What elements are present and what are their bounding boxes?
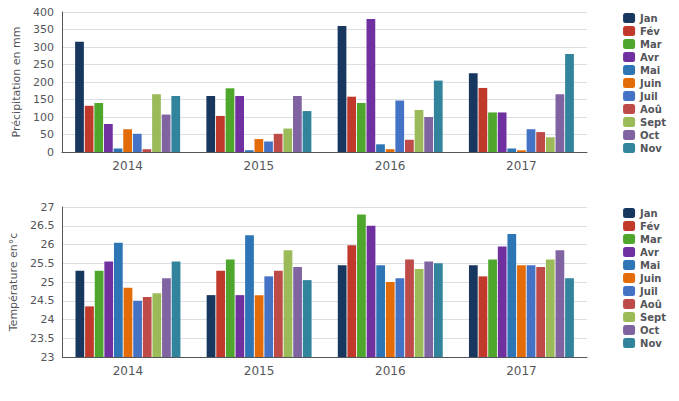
svg-text:2014: 2014 [112, 159, 143, 173]
svg-text:2017: 2017 [506, 364, 537, 378]
svg-text:200: 200 [33, 76, 54, 89]
svg-text:Mai: Mai [640, 65, 660, 76]
svg-text:Aoû: Aoû [640, 299, 662, 310]
svg-text:Mar: Mar [640, 39, 662, 50]
svg-text:300: 300 [33, 41, 54, 54]
svg-text:Nov: Nov [640, 338, 662, 349]
svg-text:Précipitation en mm: Précipitation en mm [10, 27, 23, 138]
svg-text:2016: 2016 [375, 364, 406, 378]
svg-text:24.5: 24.5 [30, 294, 55, 307]
svg-text:Fév: Fév [640, 221, 660, 232]
svg-text:2015: 2015 [244, 364, 275, 378]
svg-text:Oct: Oct [640, 325, 659, 336]
svg-text:Température en°c: Température en°c [7, 233, 20, 332]
svg-text:Mar: Mar [640, 234, 662, 245]
svg-text:Avr: Avr [640, 52, 659, 63]
svg-text:150: 150 [33, 93, 54, 106]
svg-text:24: 24 [40, 313, 54, 326]
svg-text:100: 100 [33, 111, 54, 124]
svg-text:Juin: Juin [639, 78, 661, 89]
svg-text:Juin: Juin [639, 273, 661, 284]
svg-text:Sept: Sept [640, 117, 666, 128]
svg-text:Nov: Nov [640, 143, 662, 154]
svg-text:400: 400 [33, 6, 54, 19]
svg-text:Fév: Fév [640, 26, 660, 37]
svg-text:23: 23 [40, 351, 54, 364]
svg-text:26: 26 [40, 238, 54, 251]
svg-text:25: 25 [40, 276, 54, 289]
svg-text:250: 250 [33, 58, 54, 71]
svg-text:Aoû: Aoû [640, 104, 662, 115]
svg-text:Jan: Jan [639, 208, 658, 219]
svg-text:2017: 2017 [506, 159, 537, 173]
svg-text:25.5: 25.5 [30, 257, 55, 270]
svg-text:2014: 2014 [113, 364, 144, 378]
svg-text:350: 350 [33, 23, 54, 36]
svg-text:Mai: Mai [640, 260, 660, 271]
svg-text:Sept: Sept [640, 312, 666, 323]
svg-text:Juil: Juil [639, 286, 658, 297]
svg-text:26.5: 26.5 [30, 219, 55, 232]
svg-text:Oct: Oct [640, 130, 659, 141]
svg-text:2015: 2015 [244, 159, 275, 173]
svg-text:27: 27 [40, 201, 54, 214]
svg-text:Juil: Juil [639, 91, 658, 102]
svg-text:Avr: Avr [640, 247, 659, 258]
svg-text:0: 0 [47, 146, 54, 159]
svg-text:23.5: 23.5 [30, 332, 55, 345]
svg-text:Jan: Jan [639, 13, 658, 24]
svg-text:50: 50 [40, 128, 54, 141]
svg-text:2016: 2016 [375, 159, 406, 173]
